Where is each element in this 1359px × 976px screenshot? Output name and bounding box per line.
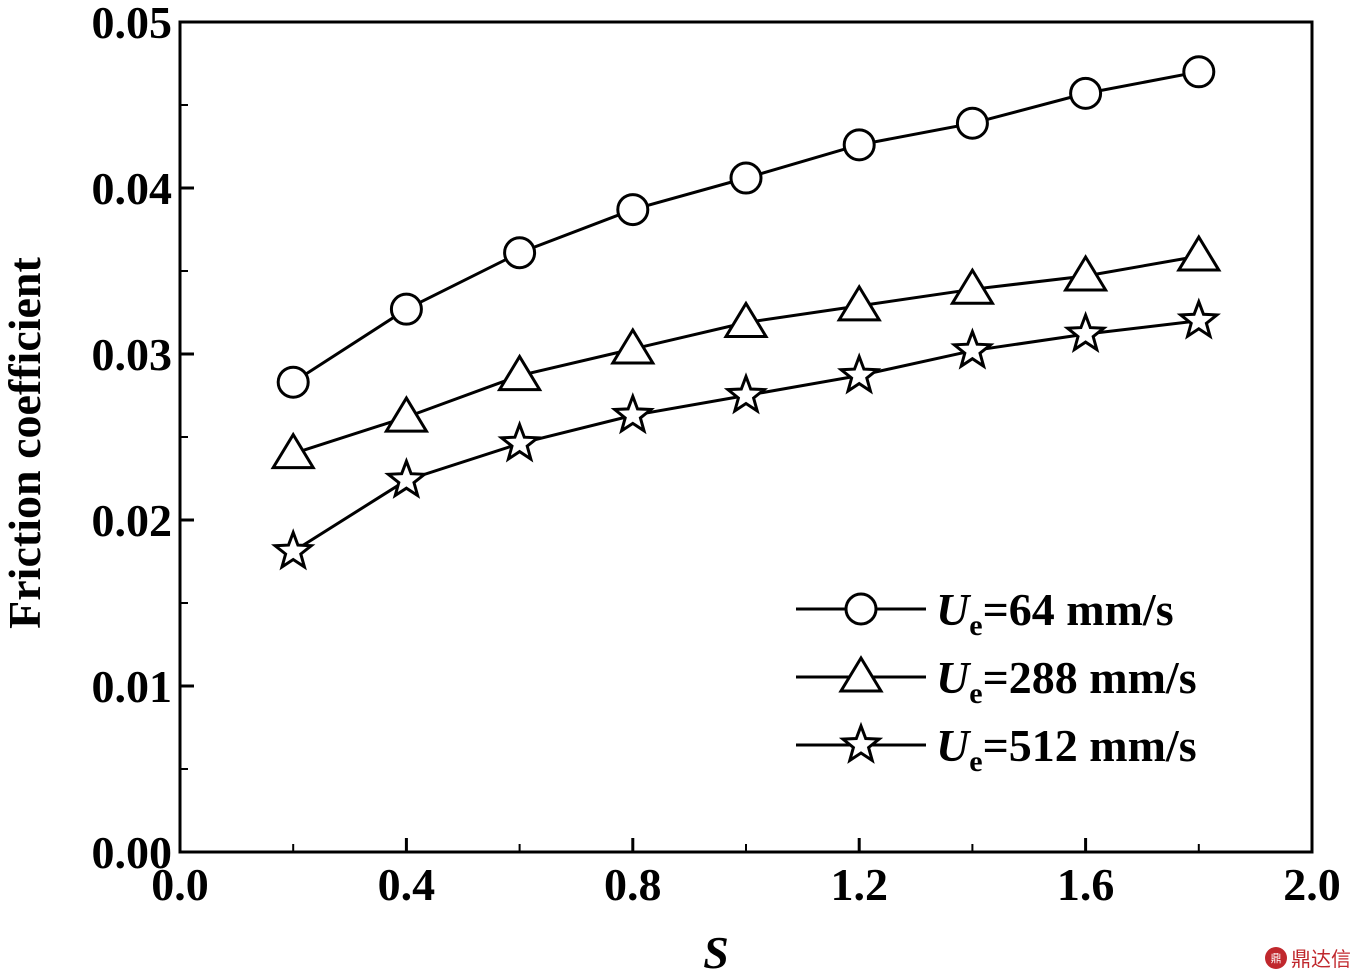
data-point-series-2 <box>836 283 882 322</box>
x-axis-title: S <box>703 927 729 976</box>
data-point-series-3 <box>497 420 542 463</box>
y-tick-label: 0.00 <box>92 827 173 878</box>
data-point-series-3 <box>1063 310 1108 353</box>
data-point-series-1 <box>1182 55 1216 89</box>
data-point-series-2 <box>383 395 430 433</box>
x-tick-label: 0.4 <box>378 859 436 910</box>
watermark-text: 鼎达信 <box>1291 947 1351 971</box>
x-tick-label: 0.8 <box>604 859 662 910</box>
data-point-series-1 <box>955 106 989 140</box>
y-tick-label: 0.02 <box>92 495 173 546</box>
data-point-series-3 <box>384 456 429 499</box>
x-tick-label: 1.2 <box>830 859 888 910</box>
data-point-series-1 <box>729 161 763 195</box>
data-point-series-1 <box>503 236 537 270</box>
x-tick-label: 1.6 <box>1057 859 1115 910</box>
watermark: 鼎 鼎达信 <box>1265 943 1351 972</box>
data-point-series-2 <box>1176 234 1222 272</box>
data-point-series-3 <box>610 392 655 435</box>
y-tick-label: 0.05 <box>92 0 173 48</box>
y-tick-label: 0.04 <box>92 163 173 214</box>
x-tick-label: 2.0 <box>1283 859 1341 910</box>
y-axis-title: Friction coefficient <box>0 256 50 628</box>
data-point-series-1 <box>389 292 423 326</box>
data-point-series-2 <box>610 327 656 365</box>
data-point-series-2 <box>270 431 316 470</box>
data-point-series-1 <box>842 128 876 162</box>
data-point-series-3 <box>271 528 316 571</box>
data-point-series-1 <box>276 365 310 399</box>
data-point-series-1 <box>616 193 650 227</box>
legend-label-3: Ue=512 mm/s <box>936 720 1197 778</box>
watermark-logo-icon: 鼎 <box>1265 946 1287 969</box>
x-tick-label: 0.0 <box>151 859 209 910</box>
legend-marker-3 <box>838 721 884 764</box>
data-point-series-2 <box>949 267 996 305</box>
data-point-series-3 <box>1176 297 1221 340</box>
legend-marker-2 <box>838 655 884 693</box>
y-tick-label: 0.01 <box>92 661 173 712</box>
data-point-series-3 <box>837 352 882 395</box>
data-point-series-2 <box>1062 254 1109 292</box>
legend-label-1: Ue=64 mm/s <box>936 584 1174 642</box>
series-line-3 <box>292 319 1199 553</box>
legend-marker-1 <box>844 592 878 626</box>
data-point-series-1 <box>1069 76 1103 110</box>
data-point-series-3 <box>723 372 769 415</box>
data-point-series-3 <box>950 327 995 370</box>
legend-label-2: Ue=288 mm/s <box>936 652 1197 710</box>
data-point-series-2 <box>723 300 769 338</box>
series-line-2 <box>292 254 1200 456</box>
y-tick-label: 0.03 <box>92 329 173 380</box>
data-point-series-2 <box>496 353 543 392</box>
